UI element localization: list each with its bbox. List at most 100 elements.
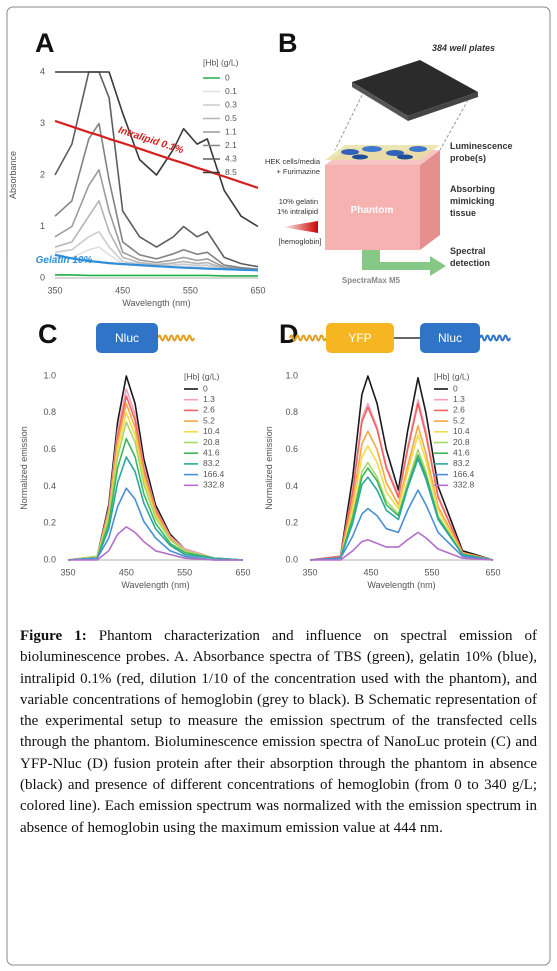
- x-tick-label: 450: [119, 567, 134, 577]
- series-line: [54, 200, 259, 272]
- legend-label: 8.5: [225, 167, 237, 177]
- cells-label: + Furimazine: [276, 167, 320, 176]
- chart: C 0.0 0.2 0.4 0.6 0.8 1.0 350 450 550 650 Wavelengt…: [19, 319, 251, 590]
- x-tick-label: 650: [235, 567, 250, 577]
- y-tick-label: 0.8: [43, 407, 56, 417]
- mix-label: 1% intralipid: [277, 207, 318, 216]
- reference-line: [54, 119, 259, 189]
- series-line: [67, 421, 244, 561]
- x-tick-label: 450: [115, 285, 130, 295]
- panel-label: B: [278, 28, 298, 58]
- x-tick-label: 350: [60, 567, 75, 577]
- legend-label: 5.2: [453, 415, 465, 425]
- zoom-line: [439, 99, 469, 151]
- gradient-bar: [282, 221, 318, 233]
- legend-label: 10.4: [203, 426, 220, 436]
- y-tick-label: 0.2: [285, 518, 298, 528]
- phantom-label: Phantom: [351, 205, 394, 216]
- linker: [157, 334, 195, 342]
- series-line: [309, 424, 494, 561]
- zoom-line: [334, 94, 363, 151]
- legend-label: 332.8: [453, 480, 475, 490]
- probe-label: Luminescence: [450, 141, 513, 151]
- linker: [289, 334, 327, 342]
- y-tick-label: 0.6: [285, 444, 298, 454]
- cells-label: HEK cells/media: [265, 157, 321, 166]
- legend-label: 10.4: [453, 426, 470, 436]
- x-axis-title: Wavelength (nm): [121, 580, 189, 590]
- series-line: [67, 456, 244, 561]
- probe: [397, 154, 413, 160]
- x-axis-title: Wavelength (nm): [122, 298, 190, 308]
- mix-label: 10% gelatin: [279, 197, 318, 206]
- series-line: [67, 487, 243, 561]
- series-line: [55, 274, 258, 277]
- y-tick-label: 0.0: [43, 554, 56, 564]
- x-axis-title: Wavelength (nm): [367, 580, 435, 590]
- plate-side: [352, 82, 408, 121]
- protein-label: YFP: [348, 331, 371, 345]
- x-tick-label: 550: [424, 567, 439, 577]
- probe: [362, 146, 382, 152]
- series-line: [310, 531, 494, 561]
- phantom-front: [325, 165, 420, 250]
- legend-title: [Hb] (g/L): [434, 371, 470, 381]
- y-axis-title: Normalized emission: [264, 426, 274, 510]
- figure-border: [6, 6, 551, 966]
- y-tick-label: 0.6: [43, 444, 56, 454]
- y-tick-label: 0.4: [43, 481, 56, 491]
- phantom-side: [420, 150, 440, 250]
- y-tick-label: 4: [40, 66, 45, 76]
- panel-label: C: [38, 319, 58, 349]
- chart: A 0 1 2 3 4 350 450 550 650 Wavelength (nm) Absorba…: [8, 28, 266, 308]
- x-tick-label: 650: [250, 285, 265, 295]
- caption: Figure 1: Phantom characterization and i…: [20, 626, 537, 839]
- legend-label: 41.6: [203, 447, 220, 457]
- series-line: [54, 169, 259, 271]
- legend-label: 83.2: [453, 458, 470, 468]
- legend-label: 2.1: [225, 140, 237, 150]
- protein-box: [420, 323, 480, 353]
- y-tick-label: 0.8: [285, 407, 298, 417]
- series-line: [309, 434, 494, 561]
- y-axis-title: Absorbance: [8, 151, 18, 199]
- plate: [352, 60, 478, 116]
- y-tick-label: 1: [40, 221, 45, 231]
- caption-text: Phantom characterization and influence o…: [20, 628, 538, 836]
- x-tick-label: 450: [363, 567, 378, 577]
- y-tick-label: 0.4: [285, 481, 298, 491]
- reader-label: SpectraMax M5: [342, 276, 401, 285]
- detection-arrow: [362, 256, 446, 276]
- protein-label: Nluc: [115, 331, 139, 345]
- series-line: [68, 526, 243, 561]
- legend-label: 0.5: [225, 113, 237, 123]
- legend-label: 332.8: [203, 480, 225, 490]
- x-tick-label: 350: [47, 285, 62, 295]
- y-tick-label: 0.2: [43, 518, 56, 528]
- y-tick-label: 1.0: [285, 370, 298, 380]
- setup-diagram: B 384 well plates Phantom SpectraMax M5 …: [265, 28, 513, 285]
- legend-label: 41.6: [453, 447, 470, 457]
- tissue-label: mimicking: [450, 196, 495, 206]
- probe: [386, 150, 404, 156]
- detection-label: Spectral: [450, 246, 486, 256]
- series-line: [309, 489, 494, 561]
- legend-label: 83.2: [203, 458, 220, 468]
- legend-label: 2.6: [203, 405, 215, 415]
- plate-side: [408, 92, 478, 121]
- caption-label: Figure 1:: [20, 628, 87, 644]
- legend-label: 4.3: [225, 153, 237, 163]
- panel-label: A: [35, 28, 55, 58]
- legend-label: 0: [203, 383, 208, 393]
- legend-label: 5.2: [203, 415, 215, 425]
- y-tick-label: 0.0: [285, 554, 298, 564]
- y-tick-label: 2: [40, 169, 45, 179]
- probe: [341, 149, 359, 155]
- tissue-label: Absorbing: [450, 184, 495, 194]
- x-tick-label: 650: [485, 567, 500, 577]
- y-axis-title: Normalized emission: [19, 426, 29, 510]
- legend-label: 1.1: [225, 126, 237, 136]
- legend-label: 0.1: [225, 86, 237, 96]
- legend-label: 1.3: [453, 394, 465, 404]
